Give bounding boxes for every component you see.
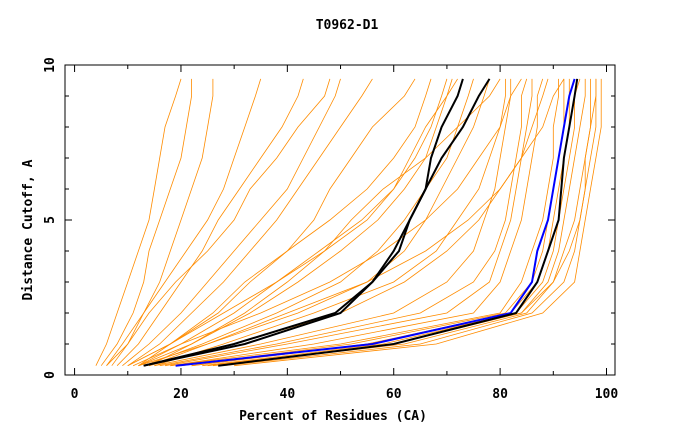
model-line <box>138 78 549 367</box>
model-line <box>191 78 570 367</box>
y-tick-label: 0 <box>43 371 58 379</box>
highlight-model-line <box>143 78 464 367</box>
chart-title: T0962-D1 <box>316 18 379 33</box>
model-line <box>212 78 591 367</box>
model-line <box>143 78 474 367</box>
model-line <box>132 78 522 367</box>
x-tick-label: 80 <box>492 387 508 402</box>
model-line <box>111 78 262 366</box>
model-line <box>127 78 373 367</box>
model-line <box>106 78 331 366</box>
model-line <box>234 78 602 367</box>
model-line <box>138 78 448 367</box>
model-line <box>170 78 544 367</box>
y-tick-label: 10 <box>43 57 58 73</box>
x-tick-label: 20 <box>173 387 189 402</box>
model-line <box>191 78 597 367</box>
model-line <box>138 78 501 367</box>
y-axis-label: Distance Cutoff, A <box>21 159 36 300</box>
x-tick-label: 60 <box>386 387 402 402</box>
model-line <box>127 78 458 367</box>
model-line <box>127 78 416 367</box>
best-model-line <box>175 78 576 367</box>
model-line <box>138 78 432 367</box>
y-tick-label: 5 <box>43 216 58 224</box>
highlight-model-line <box>143 78 491 367</box>
model-line <box>154 78 512 367</box>
x-axis-label: Percent of Residues (CA) <box>239 409 427 424</box>
model-line <box>164 78 533 367</box>
model-line <box>148 78 453 367</box>
x-tick-label: 100 <box>595 387 619 402</box>
x-tick-label: 0 <box>71 387 79 402</box>
plot-frame <box>64 64 616 376</box>
model-line <box>116 78 304 366</box>
model-line <box>154 78 506 367</box>
model-line <box>100 78 193 366</box>
series-lines <box>95 78 602 367</box>
model-line <box>95 78 182 366</box>
model-line <box>148 78 565 367</box>
model-line <box>106 78 214 366</box>
model-line <box>122 78 341 367</box>
tick-labels: 0 20 40 60 80 100 0 5 10 <box>43 57 618 402</box>
axis-ticks <box>65 64 615 376</box>
model-line <box>170 78 559 367</box>
x-tick-label: 40 <box>280 387 296 402</box>
model-line <box>159 78 528 367</box>
highlight-model-line <box>218 78 579 367</box>
